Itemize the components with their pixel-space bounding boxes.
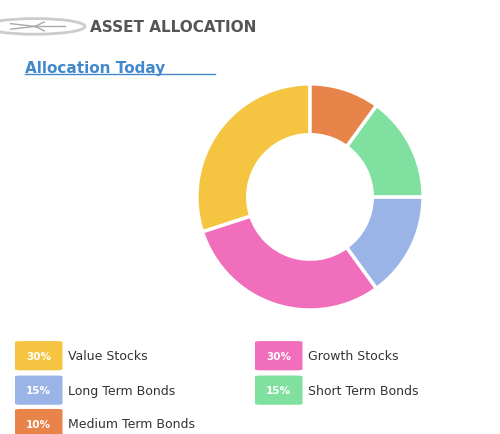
Wedge shape	[197, 85, 310, 232]
Wedge shape	[202, 217, 376, 310]
Text: 10%: 10%	[26, 419, 52, 428]
Text: Medium Term Bonds: Medium Term Bonds	[68, 417, 194, 430]
Text: 30%: 30%	[266, 351, 291, 361]
FancyBboxPatch shape	[255, 341, 302, 371]
Text: ASSET ALLOCATION: ASSET ALLOCATION	[90, 20, 256, 35]
Wedge shape	[310, 85, 376, 147]
Text: 30%: 30%	[26, 351, 52, 361]
Text: Allocation Today: Allocation Today	[25, 61, 165, 76]
Text: Value Stocks: Value Stocks	[68, 349, 147, 362]
FancyBboxPatch shape	[15, 341, 62, 371]
FancyBboxPatch shape	[255, 376, 302, 405]
Text: 15%: 15%	[26, 385, 52, 395]
Wedge shape	[346, 106, 423, 197]
Text: 15%: 15%	[266, 385, 291, 395]
FancyBboxPatch shape	[15, 409, 62, 434]
Text: Growth Stocks: Growth Stocks	[308, 349, 398, 362]
FancyBboxPatch shape	[15, 376, 62, 405]
Text: Long Term Bonds: Long Term Bonds	[68, 384, 175, 397]
Wedge shape	[346, 197, 423, 289]
Text: Short Term Bonds: Short Term Bonds	[308, 384, 418, 397]
